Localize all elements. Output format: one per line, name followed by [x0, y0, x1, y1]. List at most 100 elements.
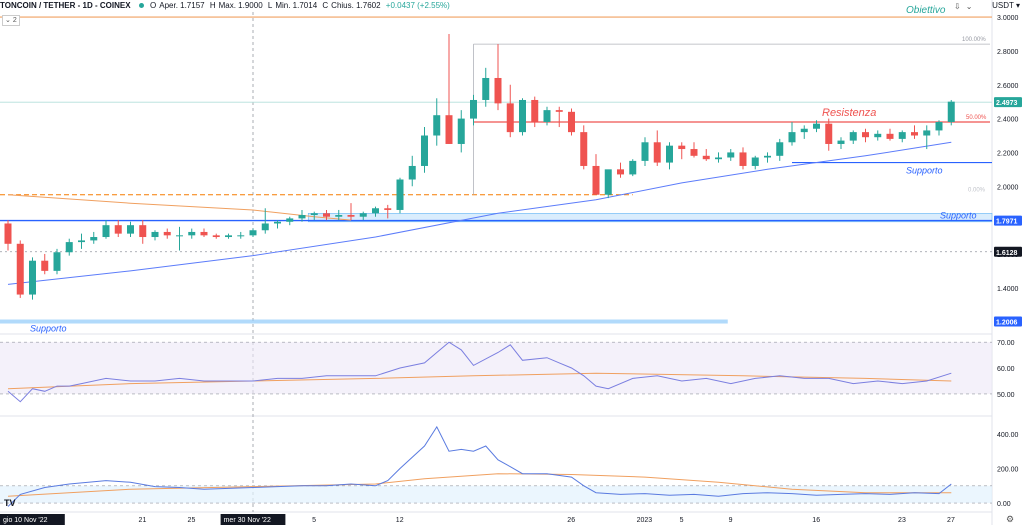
candle-body [163, 231, 171, 236]
annotation-support-mid: Supporto [906, 166, 943, 176]
candle [421, 127, 428, 173]
candle-body [800, 128, 808, 133]
candle [555, 106, 563, 128]
candle [641, 137, 649, 166]
candle-body [690, 149, 698, 156]
candle-body [261, 223, 269, 231]
candle [886, 128, 894, 141]
candle [751, 155, 759, 170]
candle-body [776, 142, 784, 156]
price-tag-label: 1.2006 [996, 320, 1018, 327]
candle [629, 159, 637, 177]
candle-body [102, 225, 110, 238]
candle-body [29, 260, 36, 295]
x-tick-label: 25 [188, 517, 196, 524]
candle [114, 220, 122, 238]
candle-body [715, 157, 722, 160]
candle [188, 228, 196, 239]
fib-label-0: 0.00% [968, 188, 986, 194]
symbol-title[interactable]: TONCOIN / TETHER - 1D - COINEX [0, 1, 131, 10]
candle-body [78, 240, 85, 243]
rsi-tick-label: 70.00 [997, 340, 1015, 347]
candle [776, 138, 784, 161]
candle [617, 162, 624, 178]
candle-body [114, 225, 122, 234]
candle-body [788, 132, 796, 143]
candle [396, 177, 404, 214]
candle-body [65, 242, 73, 253]
candle-body [739, 152, 747, 166]
candle [65, 238, 73, 256]
candle-body [923, 130, 931, 136]
x-tick-label: 23 [898, 517, 906, 524]
candle-body [825, 123, 833, 144]
gear-icon: ⚙ [1006, 514, 1014, 524]
x-tick-label: 12 [396, 517, 404, 524]
candle-body [678, 145, 686, 150]
x-tick-label: 5 [312, 517, 316, 524]
currency-selector[interactable]: USDT ▾ [992, 1, 1020, 10]
candle [372, 206, 379, 217]
candle [470, 94, 477, 126]
candle-body [286, 218, 294, 222]
x-tick-label: 21 [139, 517, 147, 524]
candle-body [874, 133, 882, 138]
candle [653, 130, 661, 166]
candle-body [849, 132, 857, 141]
candle [433, 98, 441, 146]
candle-body [604, 169, 612, 195]
candle-body [862, 132, 869, 138]
osc-band [0, 485, 992, 504]
price-tag-label: 1.6128 [996, 250, 1018, 257]
candle-body [237, 235, 245, 237]
candle-body [837, 140, 845, 144]
y-tick-label: 1.4000 [997, 286, 1019, 293]
rsi-line [7, 341, 952, 403]
candle [127, 221, 134, 238]
candle [176, 226, 183, 251]
candle [531, 96, 539, 128]
price-tag [994, 246, 1022, 257]
candle-body [935, 121, 943, 131]
candle [139, 220, 147, 244]
candle-body [727, 152, 735, 158]
indicators-toggle[interactable]: ⌄ 2 [2, 15, 20, 26]
candle-body [494, 77, 502, 104]
candle [874, 130, 882, 141]
candle [702, 149, 710, 161]
candle [568, 108, 575, 136]
y-tick-label: 2.8000 [997, 49, 1019, 56]
candle-body [506, 103, 514, 133]
candle-body [543, 110, 551, 122]
change-value: +0.0437 (+2.55%) [385, 1, 450, 10]
annotation-support-zone: Supporto [940, 211, 977, 221]
x-tick-label: 14 [53, 517, 61, 524]
chevron-down-icon[interactable]: ⌄ [965, 2, 978, 11]
download-icon[interactable]: ⇩ [954, 2, 966, 11]
candle [580, 125, 588, 170]
candle [592, 154, 600, 195]
candle [408, 155, 416, 187]
candle [286, 216, 294, 226]
candle [813, 120, 820, 133]
x-tick-label: 16 [812, 517, 820, 524]
candle [261, 208, 269, 234]
x-tick-highlight [220, 514, 286, 525]
y-tick-label: 3.0000 [997, 15, 1019, 22]
candle-body [898, 132, 906, 139]
osc-line [7, 425, 952, 507]
rsi-tick-label: 50.00 [997, 392, 1015, 399]
x-tick-label: 2023 [637, 517, 653, 524]
candle-body [4, 223, 12, 244]
candle-body [433, 115, 441, 136]
candle-body [408, 165, 416, 180]
candle [90, 231, 98, 244]
candle [482, 67, 490, 107]
annotation-support-low: Supporto [30, 324, 67, 334]
candle-body [947, 101, 955, 122]
candle [457, 110, 465, 153]
candle [323, 209, 330, 221]
candle-body [592, 165, 600, 195]
candle [212, 233, 220, 239]
